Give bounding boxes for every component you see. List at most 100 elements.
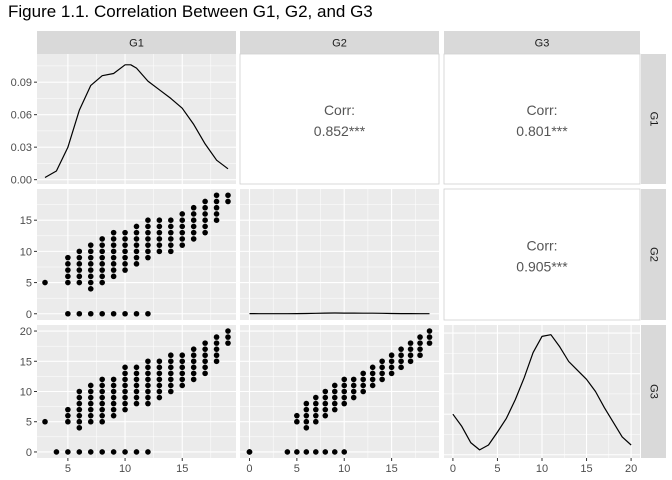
data-point (65, 261, 71, 267)
data-point (322, 400, 329, 407)
data-point (350, 388, 357, 395)
column-strip-label: G3 (535, 38, 550, 50)
data-point (322, 388, 329, 395)
data-point (156, 394, 163, 401)
data-point (179, 217, 186, 223)
data-point (145, 400, 151, 407)
data-point (168, 242, 174, 248)
data-point (168, 248, 174, 255)
data-point (110, 406, 117, 413)
correlation-panel-bg (443, 188, 641, 321)
data-point (145, 370, 151, 377)
data-point (168, 370, 174, 377)
data-point (145, 242, 151, 248)
data-point (87, 267, 94, 273)
data-point (179, 382, 186, 389)
y-tick-label: 15 (20, 215, 32, 227)
data-point (87, 286, 94, 292)
data-point (213, 346, 220, 352)
row-strip-g3 (641, 325, 666, 458)
data-point (87, 449, 94, 455)
data-point (369, 382, 376, 389)
data-point (76, 394, 83, 401)
column-strip-label: G2 (332, 38, 347, 50)
data-point (303, 424, 310, 431)
data-point (202, 211, 208, 217)
column-strip-g1 (37, 31, 236, 54)
data-point (76, 261, 83, 267)
data-point (190, 358, 197, 365)
data-point (360, 370, 366, 377)
data-point (322, 394, 329, 401)
data-point (122, 254, 128, 261)
data-point (110, 254, 117, 261)
data-point (122, 364, 128, 371)
data-point (87, 273, 94, 280)
data-point (426, 340, 433, 346)
data-point (202, 340, 208, 346)
data-point (99, 248, 105, 255)
row-strip-g1 (641, 54, 666, 184)
data-point (145, 236, 151, 242)
data-point (156, 370, 163, 377)
data-point (331, 406, 338, 413)
x-tick-label: 15 (385, 463, 397, 475)
data-point (213, 334, 220, 340)
data-point (110, 310, 117, 317)
column-strip-g2 (240, 31, 439, 54)
data-point (398, 364, 404, 371)
data-point (179, 223, 186, 230)
data-point (190, 376, 197, 383)
data-point (99, 279, 105, 286)
scatter-points-g3-vs-g2 (246, 328, 433, 455)
figure-title: Figure 1.1. Correlation Between G1, G2, … (8, 2, 373, 21)
data-point (313, 406, 319, 413)
data-point (122, 370, 128, 377)
data-point (303, 406, 310, 413)
data-point (156, 236, 163, 242)
panel-g2-g3 (443, 188, 641, 321)
data-point (294, 449, 300, 455)
data-point (426, 334, 433, 340)
data-point (145, 364, 151, 371)
data-point (99, 400, 105, 407)
data-point (168, 382, 174, 389)
x-tick-label: 15 (176, 463, 188, 475)
data-point (331, 400, 338, 407)
data-point (398, 352, 404, 359)
data-point (133, 254, 140, 261)
data-point (398, 358, 404, 365)
data-point (350, 382, 357, 389)
data-point (341, 382, 348, 389)
x-tick-label: 10 (338, 463, 350, 475)
data-point (341, 400, 348, 407)
data-point (331, 388, 338, 395)
data-point (76, 267, 83, 273)
data-point (122, 310, 128, 317)
data-point (76, 449, 83, 455)
data-point (331, 394, 338, 401)
data-point (331, 382, 338, 389)
data-point (213, 211, 220, 217)
data-point (202, 352, 208, 359)
data-point (190, 346, 197, 352)
data-point (190, 204, 197, 211)
data-point (87, 279, 94, 286)
data-point (76, 254, 83, 261)
data-point (360, 382, 366, 389)
data-point (322, 406, 329, 413)
data-point (360, 376, 366, 383)
data-point (145, 217, 151, 223)
data-point (99, 261, 105, 267)
data-point (122, 267, 128, 273)
data-point (213, 340, 220, 346)
data-point (407, 358, 414, 365)
data-point (179, 364, 186, 371)
x-tick-label: 10 (536, 463, 548, 475)
data-point (87, 261, 94, 267)
data-point (168, 229, 174, 236)
row-strip-g2 (641, 189, 666, 320)
x-tick-label: 0 (246, 463, 252, 475)
data-point (133, 223, 140, 230)
